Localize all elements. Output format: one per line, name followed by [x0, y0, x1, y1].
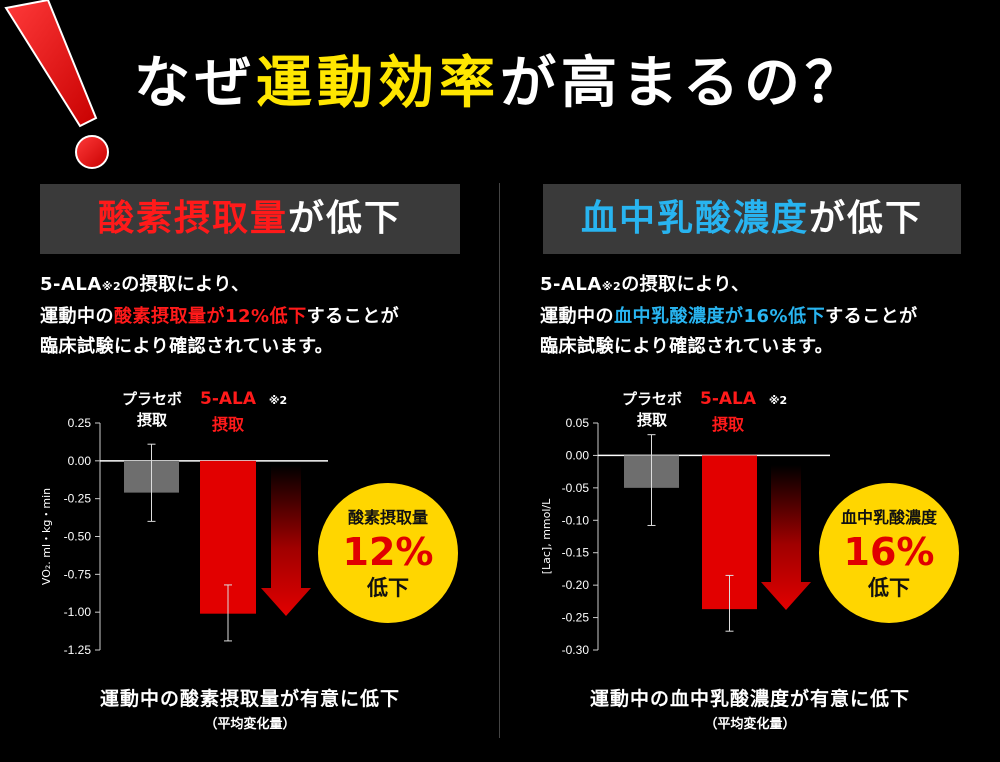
oxygen-header-highlight: 酸素摂取量 [97, 198, 288, 239]
oxygen-panel: 酸素摂取量が低下 5-ALA※2の摂取により、 運動中の酸素摂取量が12%低下す… [40, 184, 460, 732]
y-tick-label: 0.05 [566, 416, 590, 430]
placebo-label-sub: 摂取 [137, 411, 168, 429]
oxygen-description: 5-ALA※2の摂取により、 運動中の酸素摂取量が12%低下することが 臨床試験… [40, 274, 400, 357]
y-tick-label: -0.75 [64, 567, 92, 581]
y-tick-label: 0.00 [566, 448, 590, 462]
y-tick-label: -0.30 [562, 643, 590, 657]
y-tick-label: -0.20 [562, 578, 590, 592]
y-tick-label: -0.25 [562, 611, 590, 625]
result-badge [819, 483, 959, 623]
ala-label: 5-ALA [200, 389, 257, 409]
y-axis-title: [Lac], mmol/L [540, 498, 553, 574]
oxygen-footer-sub: （平均変化量） [204, 717, 296, 732]
oxygen-chart: 0.25 0.00 -0.25 -0.50 -0.75 -1.00 -1.25 VO₂. ml… [40, 389, 458, 657]
page-title: なぜ運動効率が高まるの？ [0, 52, 1000, 116]
title-highlight: 運動効率 [256, 51, 500, 116]
lactate-header-suffix: が低下 [809, 198, 924, 239]
ala-label-sub: 摂取 [712, 415, 744, 434]
lactate-chart: 0.05 0.00 -0.05 -0.10 -0.15 -0.20 -0.25 -0.30 [L… [540, 389, 959, 657]
panel-divider [499, 183, 500, 738]
y-tick-label: 0.25 [68, 416, 92, 430]
oxygen-footer: 運動中の酸素摂取量が有意に低下 [99, 688, 400, 710]
placebo-label-sub: 摂取 [637, 411, 668, 429]
badge-percent: 16% [844, 530, 935, 574]
oxygen-header-suffix: が低下 [288, 198, 403, 239]
ala-label: 5-ALA [700, 389, 757, 409]
exclamation-icon [4, 0, 109, 169]
lactate-footer: 運動中の血中乳酸濃度が有意に低下 [589, 688, 910, 710]
badge-decrease: 低下 [366, 576, 409, 600]
placebo-label: プラセボ [122, 390, 182, 408]
down-arrow-icon [261, 465, 311, 616]
lactate-footer-sub: （平均変化量） [704, 717, 796, 732]
lactate-header-highlight: 血中乳酸濃度 [580, 198, 809, 239]
y-axis-title: VO₂. ml・kg・min [40, 488, 53, 585]
badge-percent: 12% [343, 530, 434, 574]
badge-decrease: 低下 [867, 576, 910, 600]
lactate-panel: 血中乳酸濃度が低下 5-ALA※2の摂取により、 運動中の血中乳酸濃度が16%低… [500, 0, 1000, 762]
badge-label: 血中乳酸濃度 [841, 508, 938, 527]
y-tick-label: -0.05 [562, 481, 590, 495]
y-tick-label: -0.25 [64, 492, 92, 506]
down-arrow-icon [761, 465, 811, 610]
y-tick-label: -1.00 [64, 605, 92, 619]
result-badge [318, 483, 458, 623]
y-tick-label: -0.50 [64, 530, 92, 544]
ala-label-sub: 摂取 [212, 415, 244, 434]
ala-label-note: ※2 [769, 394, 787, 407]
ala-label-note: ※2 [269, 394, 287, 407]
y-tick-label: 0.00 [68, 454, 92, 468]
y-tick-label: -0.10 [562, 513, 590, 527]
y-tick-label: -1.25 [64, 643, 92, 657]
title-prefix: なぜ [134, 51, 256, 116]
oxygen-header: 酸素摂取量が低下 [40, 184, 460, 254]
lactate-header: 血中乳酸濃度が低下 [543, 184, 961, 254]
lactate-description: 5-ALA※2の摂取により、 運動中の血中乳酸濃度が16%低下することが 臨床試… [540, 274, 918, 357]
title-suffix: が高まるの？ [500, 51, 866, 116]
badge-label: 酸素摂取量 [348, 508, 428, 527]
placebo-label: プラセボ [622, 390, 682, 408]
y-tick-label: -0.15 [562, 546, 590, 560]
